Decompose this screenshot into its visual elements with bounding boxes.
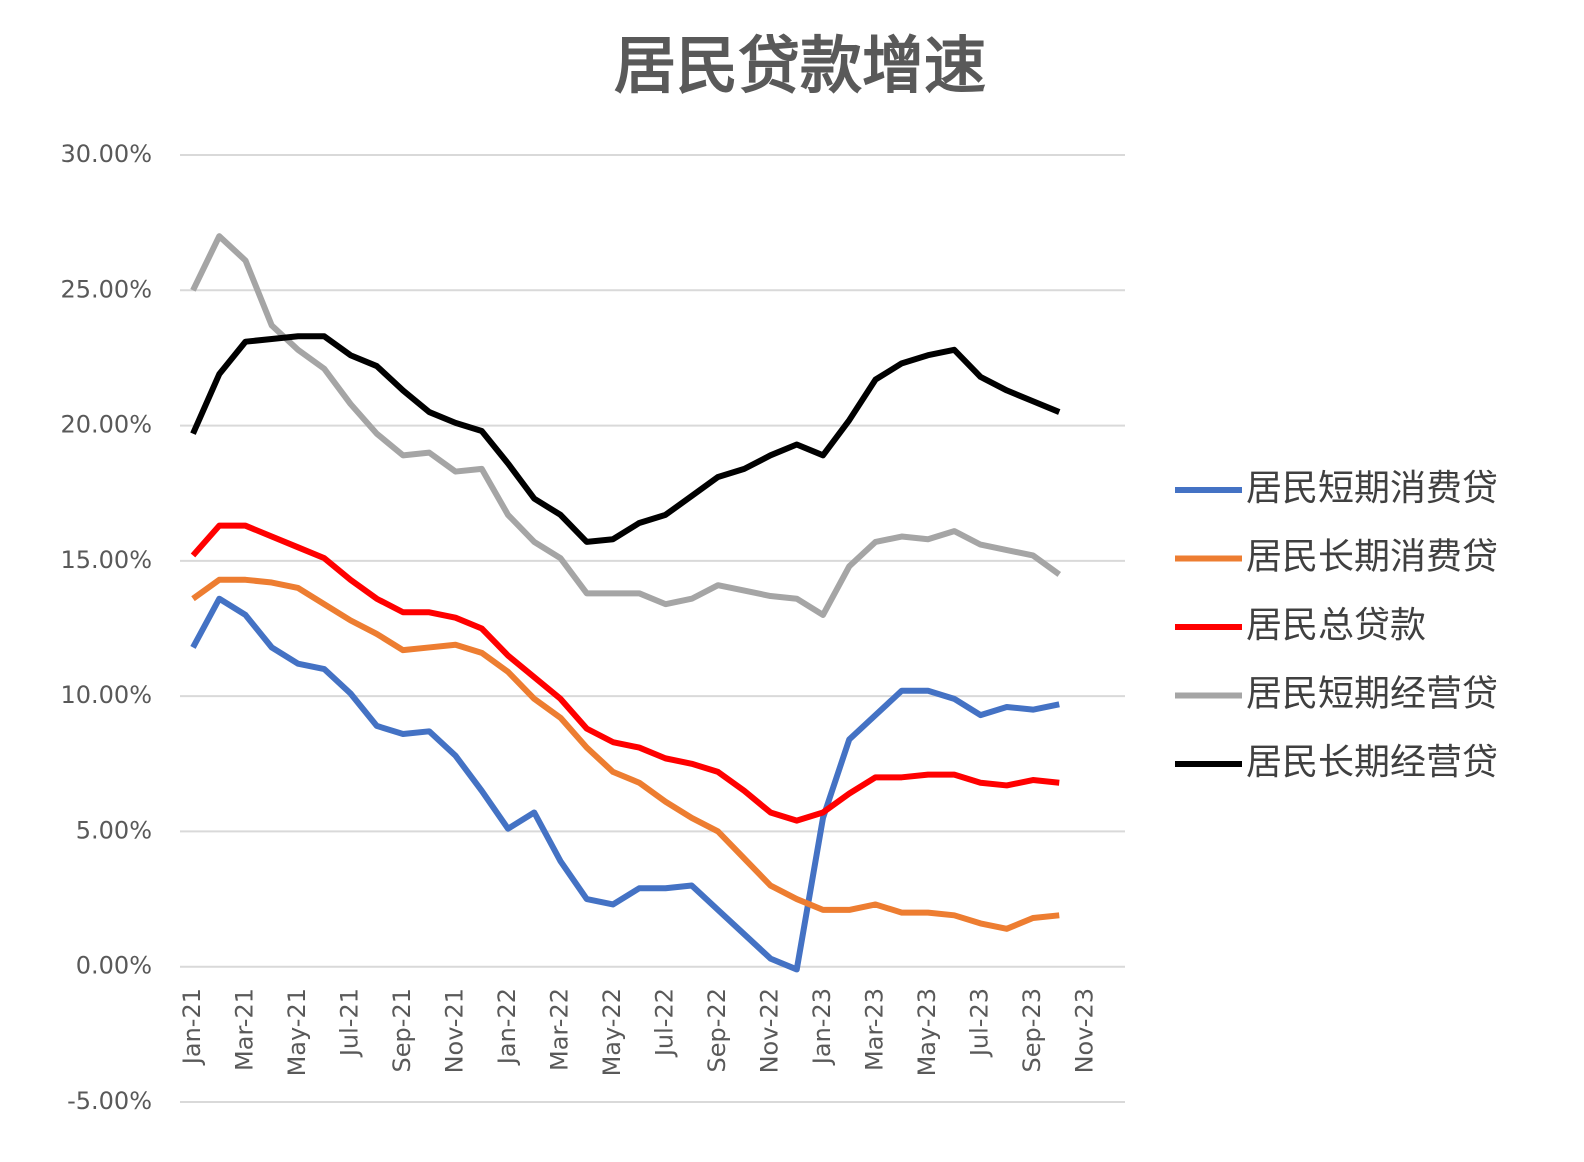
series-line	[190, 333, 1061, 545]
x-tick-label: Nov-23	[1071, 988, 1099, 1073]
chart-title: 居民贷款增速	[614, 29, 986, 102]
legend-label: 居民短期消费贷	[1246, 468, 1498, 509]
y-tick-label: 10.00%	[60, 681, 152, 709]
legend-label: 居民长期经营贷	[1246, 742, 1498, 783]
x-tick-label: May-21	[283, 988, 311, 1076]
x-tick-label: Sep-21	[388, 988, 416, 1072]
x-tick-label: Jul-21	[336, 988, 364, 1058]
y-tick-label: -5.00%	[67, 1087, 152, 1115]
x-tick-label: Jan-23	[808, 988, 836, 1066]
x-tick-label: Nov-22	[756, 988, 784, 1073]
y-tick-label: 20.00%	[60, 411, 152, 439]
x-tick-label: Nov-21	[441, 988, 469, 1073]
legend-label: 居民长期消费贷	[1246, 537, 1498, 578]
y-tick-label: 0.00%	[76, 952, 152, 980]
y-tick-label: 25.00%	[60, 275, 152, 303]
x-tick-label: Sep-22	[703, 988, 731, 1072]
x-tick-label: May-22	[598, 988, 626, 1076]
x-tick-label: Jul-22	[651, 988, 679, 1058]
x-tick-label: Mar-23	[861, 988, 889, 1071]
legend-label: 居民短期经营贷	[1246, 674, 1498, 715]
series-line	[190, 522, 1060, 824]
x-tick-label: Jan-21	[178, 988, 206, 1066]
y-tick-label: 30.00%	[60, 140, 152, 168]
x-tick-label: Jul-23	[966, 988, 994, 1058]
x-tick-label: Mar-22	[546, 988, 574, 1071]
x-tick-label: May-23	[913, 988, 941, 1076]
legend-label: 居民总贷款	[1246, 605, 1426, 646]
series-line	[191, 576, 1060, 932]
y-tick-label: 15.00%	[60, 546, 152, 574]
x-tick-label: Mar-21	[231, 988, 259, 1071]
x-tick-label: Sep-23	[1018, 988, 1046, 1072]
y-tick-label: 5.00%	[76, 816, 152, 844]
x-tick-label: Jan-22	[493, 988, 521, 1066]
series-line	[190, 595, 1060, 973]
series-line	[190, 233, 1062, 618]
